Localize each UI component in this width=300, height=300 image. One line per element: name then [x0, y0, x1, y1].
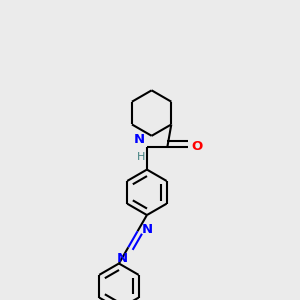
- Text: H: H: [137, 152, 145, 162]
- Text: O: O: [191, 140, 202, 153]
- Text: N: N: [142, 223, 153, 236]
- Text: N: N: [134, 133, 145, 146]
- Text: N: N: [116, 252, 128, 265]
